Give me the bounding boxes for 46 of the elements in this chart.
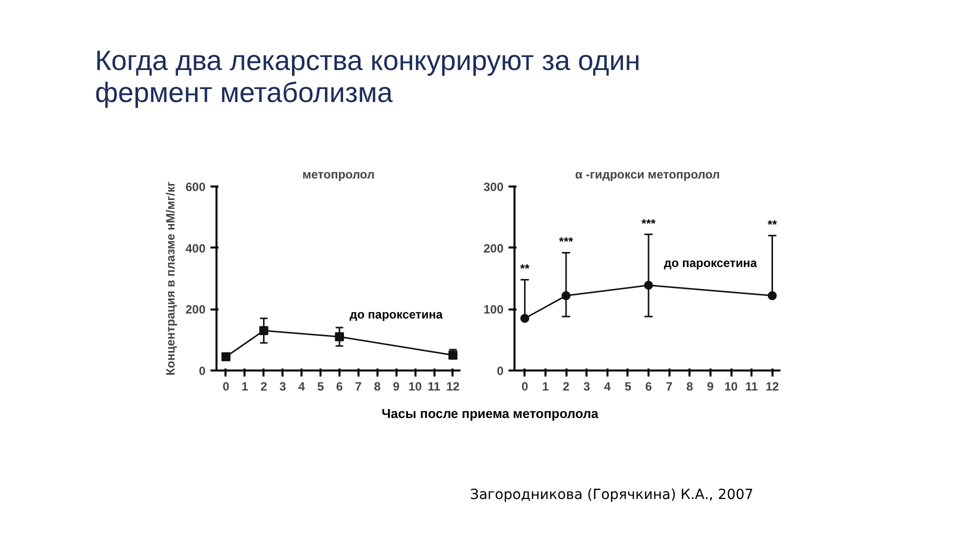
- x-tick-label: 12: [766, 380, 780, 394]
- annotation: **: [520, 262, 530, 276]
- y-tick-label: 200: [483, 241, 504, 256]
- x-tick-label: 1: [242, 380, 249, 394]
- y-tick-label: 400: [185, 241, 206, 256]
- x-tick-label: 11: [745, 380, 758, 394]
- x-tick-label: 8: [374, 380, 381, 394]
- x-tick-label: 11: [428, 380, 441, 394]
- x-tick-label: 9: [707, 380, 714, 394]
- x-tick-label: 5: [624, 380, 632, 394]
- chart-subtitle: метопролол: [302, 168, 375, 182]
- y-tick-label: 600: [185, 180, 206, 194]
- annotation: ***: [642, 216, 656, 230]
- y-tick-label: 300: [483, 180, 504, 194]
- x-tick-label: 1: [542, 380, 550, 394]
- x-tick-label: 10: [408, 380, 422, 394]
- series-label: до пароксетина: [664, 256, 758, 270]
- x-tick-label: 4: [604, 380, 611, 394]
- y-tick-label: 0: [198, 364, 206, 378]
- x-tick-label: 2: [260, 380, 268, 394]
- x-tick-label: 12: [446, 380, 460, 394]
- y-tick-label: 0: [496, 364, 504, 378]
- x-tick-label: 6: [645, 380, 652, 394]
- chart-title: α -гидрокси метопролол: [575, 168, 720, 182]
- x-tick-label: 2: [562, 380, 570, 394]
- x-tick-label: 3: [583, 380, 590, 394]
- text: Загородникова (Горячкина) К.А., 2007: [470, 486, 754, 505]
- x-tick-label: 6: [336, 380, 344, 394]
- x-tick-label: 0: [222, 380, 230, 394]
- annotation: ***: [559, 234, 574, 249]
- x-tick-label: 4: [298, 380, 306, 394]
- chart-title: Когда два лекарства конкурируют за один фермент метаболизма: [95, 45, 642, 110]
- x-tick-label: 8: [686, 380, 694, 394]
- x-tick-label: 10: [724, 380, 738, 394]
- x-tick-label: 5: [317, 380, 324, 394]
- x-tick-label: 9: [392, 380, 400, 394]
- annotation: **: [768, 218, 778, 232]
- series-label: до пароксетина: [350, 308, 444, 322]
- x-tick-label: 7: [666, 380, 673, 394]
- x-axis-title: Часы после приема метопролола: [382, 405, 598, 423]
- y-tick-label: 100: [483, 302, 504, 317]
- y-tick-label: 200: [185, 302, 206, 317]
- y-axis-title: Концентрация в плазме нМ/мг/кг: [163, 182, 178, 376]
- x-tick-label: 7: [355, 380, 362, 394]
- x-tick-label: 3: [279, 380, 286, 394]
- x-tick-label: 0: [521, 380, 528, 394]
